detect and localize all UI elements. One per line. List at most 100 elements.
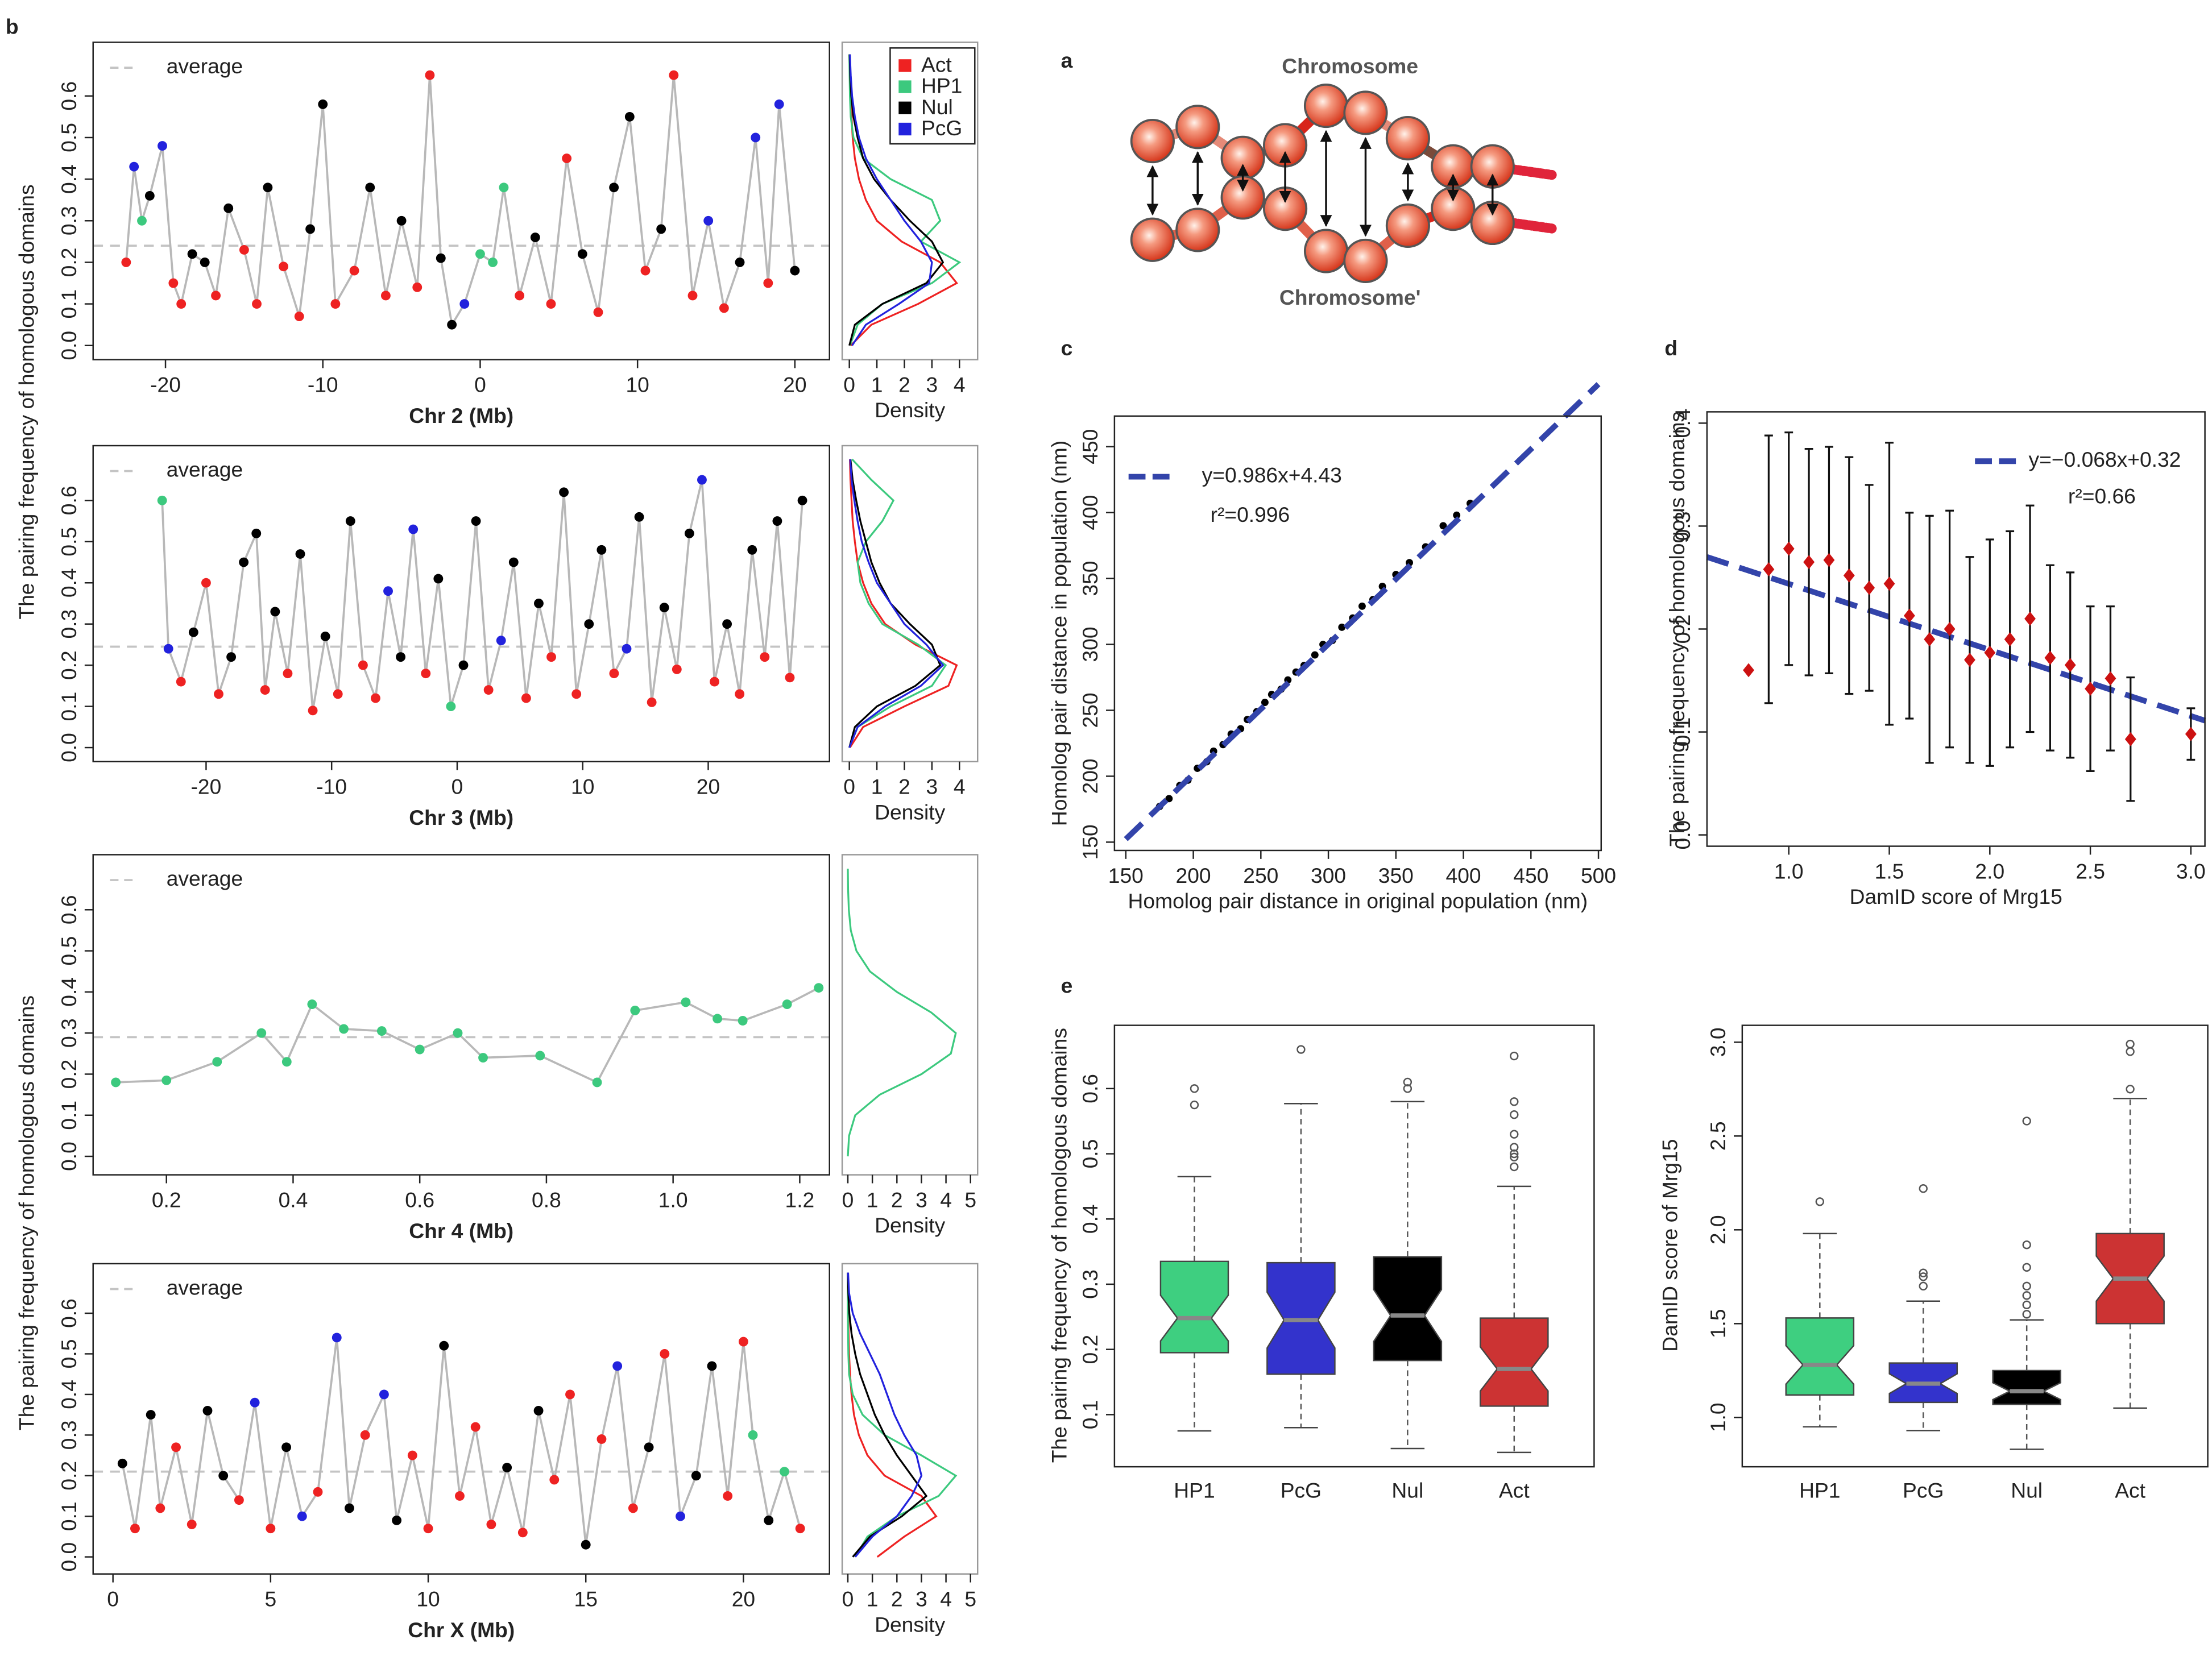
data-point (446, 702, 456, 712)
x-tick-label: 4 (940, 1188, 952, 1212)
data-point (379, 1389, 389, 1400)
data-point (226, 652, 237, 662)
data-point (475, 249, 485, 259)
y-tick-label: 0.4 (1671, 408, 1695, 438)
data-point (270, 607, 280, 617)
data-point (597, 1434, 607, 1444)
bead (1303, 229, 1349, 273)
outlier (1919, 1281, 1928, 1291)
data-point (533, 1406, 544, 1416)
outlier (1510, 1149, 1519, 1159)
data-point (571, 689, 582, 699)
data-point (1883, 576, 1895, 591)
data-point (644, 1442, 654, 1453)
x-tick-label: 1 (867, 1188, 879, 1212)
y-tick-label: 0.4 (57, 568, 81, 597)
data-point (396, 652, 406, 662)
y-axis-label: The pairing frequency of homologous doma… (1665, 412, 1689, 846)
outlier (2022, 1263, 2031, 1272)
data-point (719, 303, 729, 313)
y-tick-label: 0.6 (57, 81, 81, 111)
panel-label: b (6, 14, 19, 38)
data-point (383, 586, 393, 596)
data-point (117, 1458, 127, 1468)
y-axis-label: DamID score of Mrg15 (1658, 1139, 1682, 1352)
plot-frame (92, 445, 830, 762)
y-tick-label: 0.4 (57, 164, 81, 194)
density-curve (847, 1272, 923, 1558)
panel-label: e (1061, 973, 1073, 997)
data-point (534, 599, 544, 608)
data-point (723, 1491, 733, 1501)
x-tick-label: 1.0 (1774, 859, 1804, 883)
y-tick-label: 0.0 (57, 1542, 81, 1572)
x-axis-label: Chr 4 (Mb) (409, 1219, 513, 1243)
data-point (1165, 795, 1173, 803)
plot-frame (841, 42, 979, 360)
plot-frame (92, 1263, 830, 1575)
data-point (483, 685, 494, 695)
data-point (251, 528, 262, 538)
data-point (433, 574, 444, 584)
data-point (453, 1028, 463, 1038)
data-point (295, 549, 305, 559)
data-point (2004, 632, 2016, 646)
data-point (214, 689, 223, 699)
data-point (380, 290, 391, 301)
data-point (330, 299, 341, 309)
data-point (593, 307, 603, 317)
data-point (283, 669, 293, 679)
x-tick-label: 2 (898, 775, 910, 799)
data-point (2064, 658, 2076, 673)
data-point (161, 1075, 172, 1085)
box (1480, 1317, 1549, 1407)
y-tick-label: 0.2 (57, 650, 81, 680)
x-tick-label: 3.0 (2176, 859, 2206, 883)
x-tick-label: 1 (867, 1587, 879, 1611)
panel-label: c (1061, 336, 1073, 360)
data-point (407, 1450, 417, 1460)
legend-label: average (167, 54, 243, 78)
data-point (751, 132, 761, 143)
data-point (748, 1430, 758, 1440)
data-point (609, 669, 619, 679)
x-tick-label: 2.5 (2076, 859, 2105, 883)
data-point (163, 644, 173, 654)
top-label: Chromosome (1282, 54, 1418, 78)
x-axis-label: Density (875, 1213, 945, 1237)
y-tick-label: 250 (1078, 692, 1102, 728)
x-axis-label: Density (875, 398, 945, 422)
bead (1343, 90, 1388, 135)
box (1159, 1260, 1229, 1354)
y-tick-label: 0.6 (57, 485, 81, 515)
data-point (201, 578, 211, 588)
box (1373, 1256, 1443, 1362)
x-tick-label: 300 (1311, 864, 1346, 887)
data-point (785, 673, 795, 683)
legend-label: average (167, 1275, 243, 1299)
data-point (168, 278, 179, 288)
y-tick-label: 150 (1078, 824, 1102, 860)
data-point (2124, 732, 2136, 746)
data-point (628, 1503, 638, 1513)
data-point (669, 70, 679, 80)
y-tick-label: 450 (1078, 429, 1102, 464)
data-point (772, 516, 782, 526)
x-tick-label: -20 (191, 775, 222, 799)
data-point (549, 1475, 560, 1485)
y-tick-label: 1.0 (1706, 1402, 1730, 1432)
data-point (535, 1051, 545, 1061)
y-tick-label: 0.0 (57, 733, 81, 762)
x-tick-label: 0 (843, 373, 855, 397)
x-tick-label: 0 (842, 1188, 854, 1212)
x-tick-label: 0.6 (405, 1188, 434, 1212)
x-tick-label: 1 (871, 775, 883, 799)
outlier (2022, 1240, 2031, 1250)
data-point (530, 233, 540, 242)
data-point (780, 1467, 789, 1477)
y-axis-label: Homolog pair distance in population (nm) (1047, 441, 1071, 826)
data-point (508, 557, 519, 567)
data-point (592, 1077, 602, 1088)
data-point (738, 1016, 748, 1026)
y-tick-label: 0.3 (57, 206, 81, 235)
